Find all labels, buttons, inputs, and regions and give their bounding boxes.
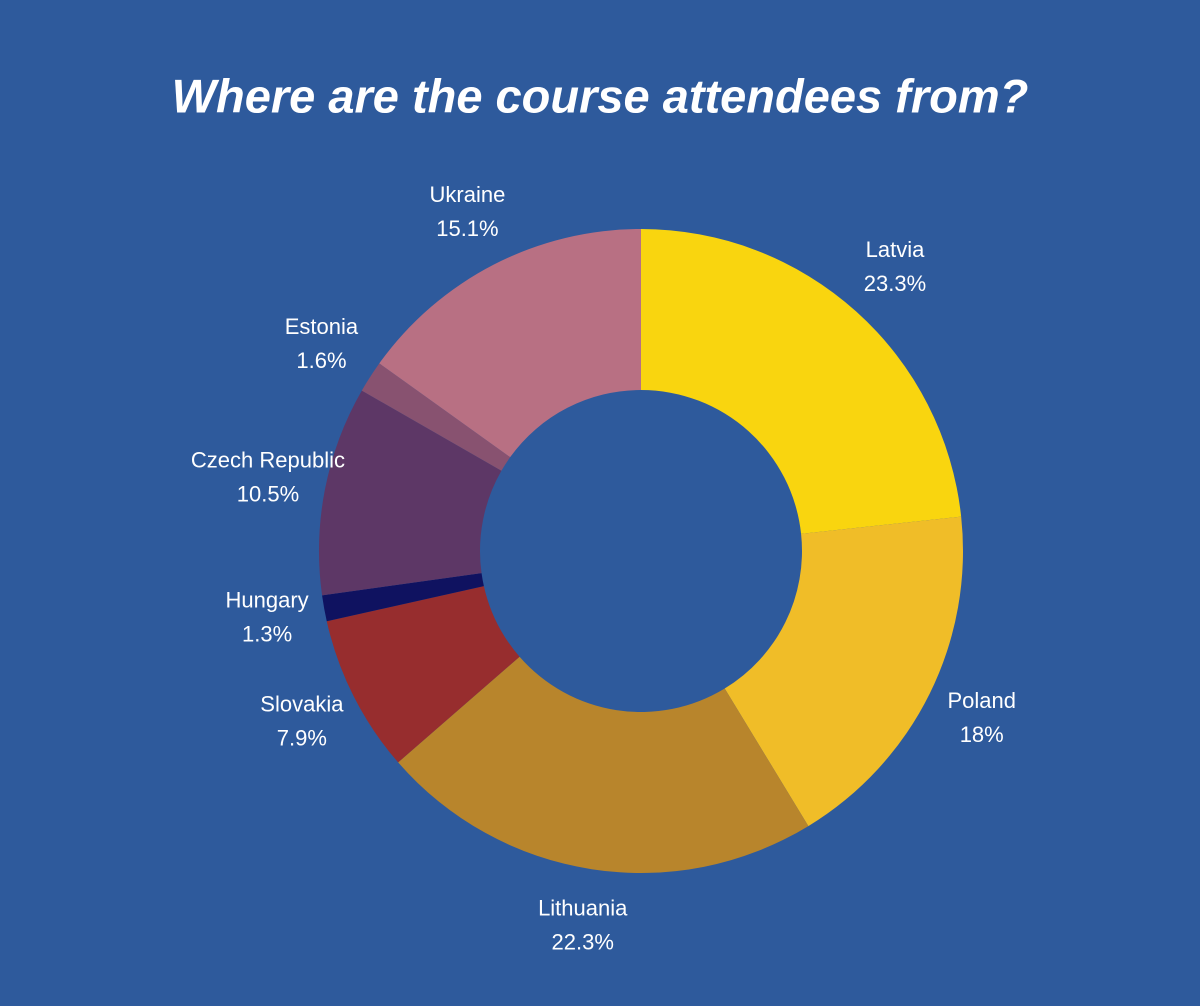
donut-slice [398,656,809,874]
slice-value-label: 10.5% [237,481,299,506]
slice-label: Latvia [866,237,925,262]
slice-label: Poland [947,688,1016,713]
slice-value-label: 18% [960,722,1004,747]
slice-value-label: 1.6% [296,348,346,373]
slice-label: Ukraine [430,182,506,207]
donut-slice [724,516,964,827]
slice-label: Czech Republic [191,447,345,472]
donut-slice [326,586,520,763]
slice-label: Slovakia [260,691,344,716]
donut-slice [361,363,511,471]
slice-label: Estonia [285,314,359,339]
slice-value-label: 15.1% [436,216,498,241]
slice-value-label: 7.9% [277,725,327,750]
donut-slice [319,390,502,596]
donut-slice [379,229,641,458]
slice-value-label: 22.3% [552,929,614,954]
donut-slice [322,573,484,622]
slice-label: Lithuania [538,895,628,920]
slice-label: Hungary [225,587,308,612]
slice-value-label: 1.3% [242,621,292,646]
chart-title: Where are the course attendees from? [172,69,1029,122]
slice-value-label: 23.3% [864,271,926,296]
donut-slice [641,229,962,534]
